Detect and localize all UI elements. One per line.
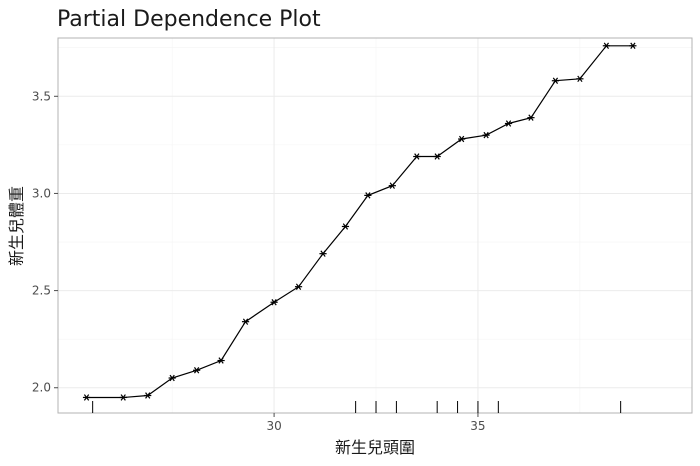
marker-stroke (505, 120, 512, 127)
grid-minor (58, 38, 692, 413)
data-point-marker (217, 357, 225, 364)
y-axis-ticks: 2.0 2.5 3.0 3.5 (32, 89, 58, 395)
data-point-marker (413, 153, 421, 160)
marker-stroke (458, 135, 465, 143)
marker-stroke (271, 299, 277, 306)
marker-stroke (483, 131, 489, 139)
chart-title: Partial Dependence Plot (57, 7, 321, 32)
marker-stroke (434, 153, 440, 160)
data-point-marker (82, 394, 91, 401)
data-point-marker (458, 135, 466, 143)
marker-stroke (577, 75, 583, 83)
marker-stroke (242, 318, 249, 325)
y-axis-label: 新生兒體重 (7, 186, 26, 266)
marker-stroke (83, 394, 90, 401)
y-tick-label: 2.5 (32, 284, 51, 298)
data-point-marker (527, 114, 535, 121)
marker-stroke (320, 250, 326, 257)
data-point-marker (119, 394, 127, 401)
series-markers (82, 42, 637, 401)
data-point-marker (294, 283, 303, 290)
x-tick-label: 30 (266, 419, 281, 433)
marker-stroke (365, 192, 371, 199)
data-point-marker (319, 250, 327, 257)
marker-stroke (145, 392, 151, 399)
data-point-marker (482, 131, 490, 139)
data-point-marker (341, 223, 350, 230)
data-point-marker (168, 374, 176, 382)
data-point-marker (504, 120, 513, 127)
y-tick-label: 2.0 (32, 381, 51, 395)
data-point-marker (364, 192, 372, 199)
marker-stroke (630, 42, 636, 50)
data-point-marker (193, 367, 201, 374)
data-point-marker (576, 75, 584, 83)
data-point-marker (629, 42, 637, 50)
plot-panel-border (57, 37, 693, 414)
grid-major (58, 38, 692, 413)
marker-stroke (120, 394, 126, 401)
x-axis-ticks: 30 35 (266, 413, 486, 433)
x-tick-label: 35 (470, 419, 485, 433)
marker-stroke (414, 153, 420, 160)
x-axis-label: 新生兒頭圍 (335, 438, 415, 457)
marker-stroke (528, 114, 534, 121)
data-point-marker (388, 182, 396, 189)
y-tick-label: 3.5 (32, 89, 51, 103)
data-point-marker (144, 392, 152, 399)
marker-stroke (218, 357, 224, 364)
marker-stroke (603, 42, 610, 50)
marker-stroke (552, 77, 559, 84)
rug-marks (92, 401, 622, 413)
marker-stroke (169, 374, 175, 382)
marker-stroke (389, 182, 395, 189)
data-point-marker (270, 299, 278, 306)
data-point-marker (551, 77, 560, 84)
data-point-marker (433, 153, 441, 160)
marker-stroke (342, 223, 349, 230)
data-point-marker (241, 318, 250, 325)
y-tick-label: 3.0 (32, 186, 51, 200)
series-line (86, 45, 633, 399)
data-point-marker (602, 42, 610, 50)
marker-stroke (193, 367, 200, 374)
marker-stroke (295, 283, 302, 290)
